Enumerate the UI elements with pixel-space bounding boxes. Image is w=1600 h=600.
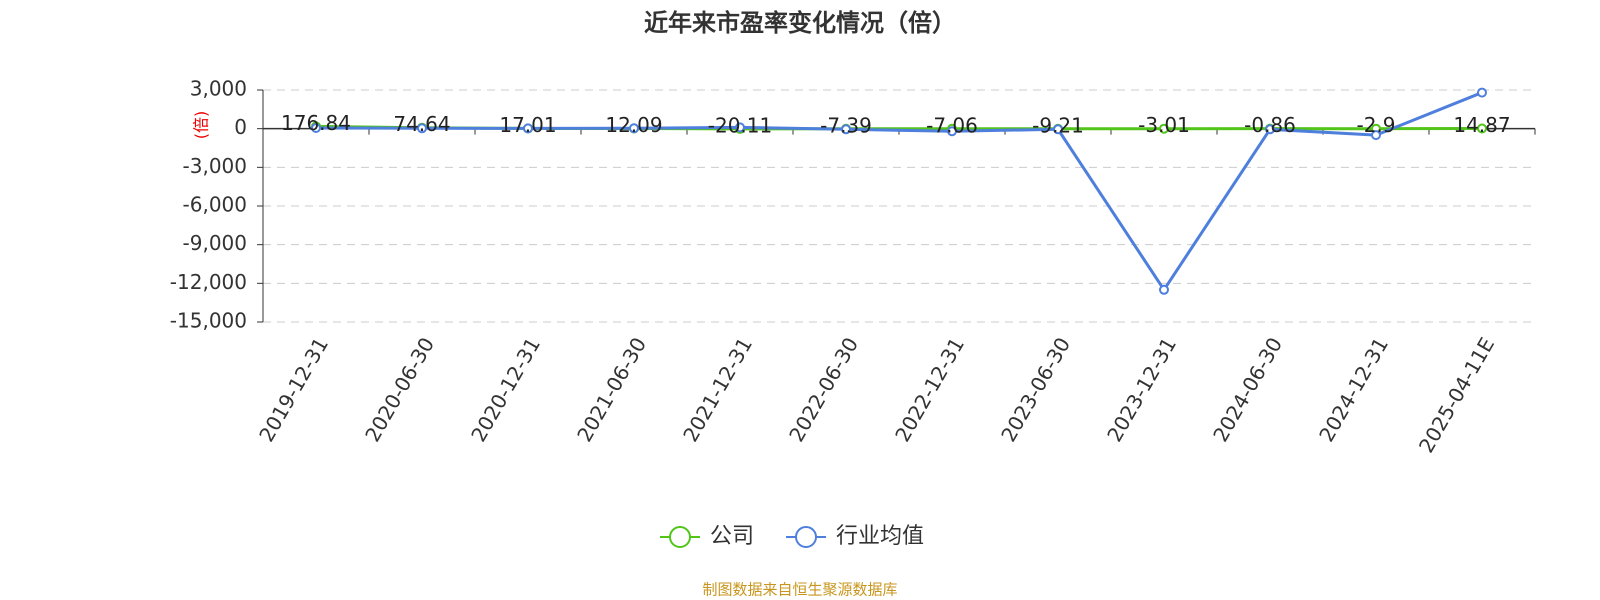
- y-tick-label: -15,000: [170, 309, 247, 333]
- data-label: 74.64: [393, 112, 450, 136]
- x-tick-label: 2024-06-30: [1208, 333, 1287, 446]
- data-label: 17.01: [499, 113, 556, 137]
- x-tick-label: 2023-12-31: [1102, 333, 1181, 446]
- data-label: -7.39: [820, 113, 872, 137]
- point: [1477, 123, 1487, 134]
- x-tick-label: 2021-06-30: [572, 333, 651, 446]
- point: [1477, 87, 1487, 98]
- data-label: -0.86: [1244, 113, 1296, 137]
- data-label: 176.84: [281, 111, 351, 135]
- data-label: -3.01: [1138, 113, 1190, 137]
- legend-label: 行业均值: [836, 524, 924, 549]
- legend-item[interactable]: 公司: [660, 524, 754, 549]
- point: [1371, 130, 1381, 141]
- data-label: -7.06: [926, 113, 978, 137]
- x-tick-label: 2022-06-30: [784, 333, 863, 446]
- source-note: 制图数据来自恒生聚源数据库: [702, 581, 897, 599]
- legend-label: 公司: [710, 524, 754, 549]
- legend-item[interactable]: 行业均值: [786, 524, 924, 549]
- x-tick-label: 2022-12-31: [890, 333, 969, 446]
- point: [1053, 124, 1063, 135]
- data-label: -9.21: [1032, 113, 1084, 137]
- data-label: 14.87: [1453, 113, 1510, 137]
- point: [311, 123, 321, 134]
- data-label: -2.9: [1356, 113, 1395, 137]
- y-tick-label: 0: [234, 115, 247, 139]
- y-tick-label: -12,000: [170, 270, 247, 294]
- point: [735, 122, 745, 133]
- x-tick-label: 2021-12-31: [678, 333, 757, 446]
- point: [1159, 284, 1169, 295]
- x-tick-label: 2020-12-31: [466, 333, 545, 446]
- y-tick-label: 3,000: [190, 77, 247, 101]
- y-tick-label: -9,000: [183, 231, 247, 255]
- x-tick-label: 2019-12-31: [254, 333, 333, 446]
- data-label: 12.09: [605, 113, 662, 137]
- series-line: [315, 91, 1483, 293]
- chart-title: 近年来市盈率变化情况（倍）: [644, 9, 956, 37]
- point: [841, 124, 851, 135]
- data-label: -20.11: [708, 113, 772, 137]
- point: [629, 123, 639, 134]
- point: [1159, 123, 1169, 134]
- x-tick-label: 2020-06-30: [360, 333, 439, 446]
- x-tick-label: 2024-12-31: [1314, 333, 1393, 446]
- point: [947, 126, 957, 137]
- point: [417, 123, 427, 134]
- point: [1265, 124, 1275, 135]
- y-tick-label: -6,000: [183, 193, 247, 217]
- legend-marker: [669, 526, 691, 548]
- y-axis-label: (倍): [192, 111, 211, 140]
- legend-marker: [795, 526, 818, 548]
- x-tick-label: 2025-04-11E: [1414, 333, 1499, 457]
- x-tick-label: 2023-06-30: [996, 333, 1075, 446]
- y-tick-label: -3,000: [183, 154, 247, 178]
- point: [523, 123, 533, 134]
